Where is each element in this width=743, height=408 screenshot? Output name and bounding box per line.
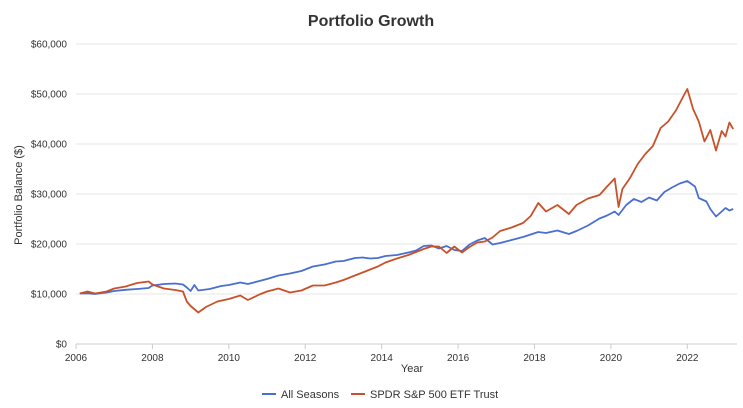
series-line-all-seasons (79, 180, 734, 295)
legend: All Seasons SPDR S&P 500 ETF Trust (262, 389, 498, 401)
y-tick-label: $60,000 (31, 40, 68, 51)
x-tick-label: 2008 (141, 353, 164, 364)
x-tick-label: 2020 (600, 353, 623, 364)
x-tick-label: 2014 (371, 353, 394, 364)
y-tick-label: $0 (56, 340, 68, 351)
x-axis-label: Year (401, 363, 424, 375)
axes: $0 $10,000 $20,000 $30,000 $40,000 $50,000 $60… (31, 40, 737, 364)
x-tick-label: 2010 (218, 353, 241, 364)
chart-title: Portfolio Growth (308, 13, 434, 30)
y-tick-label: $10,000 (31, 290, 68, 301)
x-tick-label: 2022 (676, 353, 699, 364)
y-tick-label: $30,000 (31, 190, 68, 201)
x-tick-label: 2016 (447, 353, 470, 364)
x-tick-label: 2006 (65, 353, 88, 364)
legend-label: All Seasons (281, 389, 340, 401)
gridlines (76, 43, 737, 295)
y-tick-label: $50,000 (31, 90, 68, 101)
series-lines (79, 88, 734, 314)
y-axis-label: Portfolio Balance ($) (13, 145, 25, 245)
legend-label: SPDR S&P 500 ETF Trust (370, 389, 498, 401)
x-tick-label: 2012 (294, 353, 317, 364)
y-tick-label: $20,000 (31, 240, 68, 251)
x-tick-label: 2018 (523, 353, 546, 364)
y-tick-label: $40,000 (31, 140, 68, 151)
series-line-spdr-sp500 (79, 88, 734, 314)
